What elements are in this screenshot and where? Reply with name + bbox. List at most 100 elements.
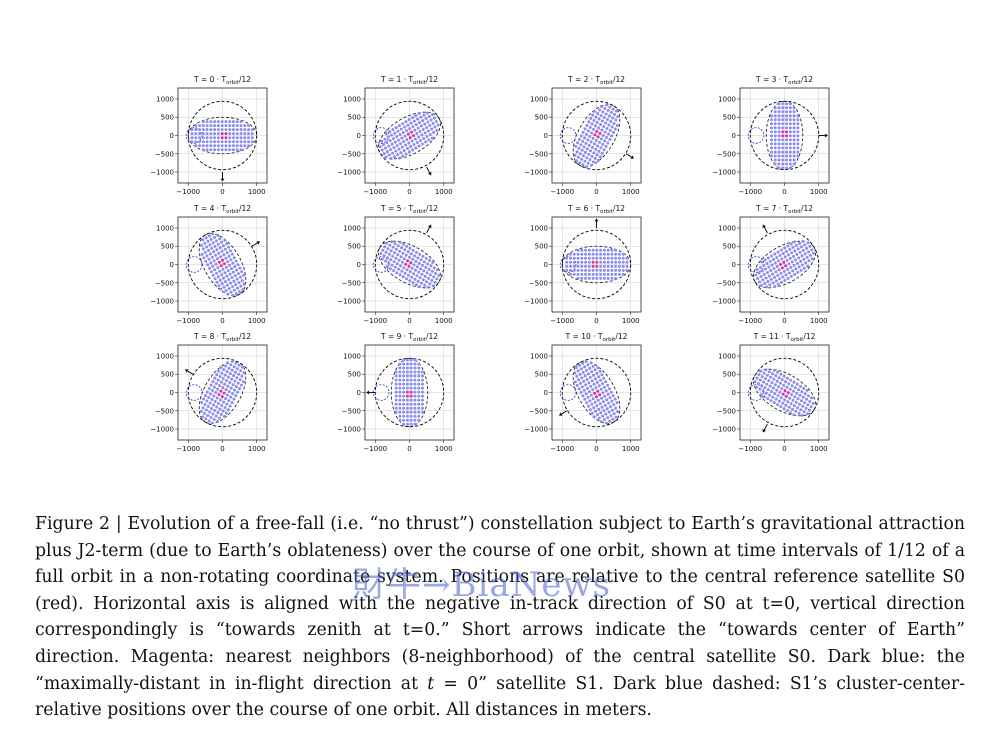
- satellite-dot: [213, 148, 217, 152]
- satellite-dot: [591, 136, 595, 140]
- satellite-dot: [581, 394, 585, 398]
- satellite-dot: [607, 410, 611, 414]
- satellite-dot: [590, 370, 594, 374]
- satellite-dot: [590, 411, 594, 415]
- satellite-dot: [792, 162, 796, 166]
- satellite-dot: [402, 418, 406, 422]
- satellite-dot: [769, 146, 773, 150]
- satellite-dot: [213, 235, 217, 239]
- satellite-dot: [239, 148, 243, 152]
- satellite-dot: [383, 137, 387, 141]
- satellite-dot: [588, 158, 592, 162]
- satellite-dot: [238, 387, 242, 391]
- satellite-dot: [785, 154, 789, 158]
- satellite-dot: [777, 130, 781, 134]
- satellite-dot: [581, 130, 585, 134]
- satellite-dot: [250, 128, 254, 132]
- satellite-dot: [228, 381, 232, 385]
- satellite-dot: [606, 416, 610, 420]
- satellite-dot: [227, 399, 231, 403]
- satellite-dot: [792, 154, 796, 158]
- satellite-dot: [764, 276, 768, 280]
- satellite-dot: [409, 410, 413, 414]
- satellite-dot: [226, 292, 230, 296]
- satellite-dot: [788, 106, 792, 110]
- satellite-dot: [588, 134, 592, 138]
- x-tick-label: −1000: [176, 188, 200, 196]
- satellite-dot: [247, 136, 251, 140]
- satellite-dot: [788, 102, 792, 106]
- satellite-dot: [599, 272, 603, 276]
- y-tick-label: −1000: [150, 426, 174, 434]
- satellite-dot: [228, 263, 232, 267]
- y-tick-label: 1000: [343, 95, 361, 103]
- satellite-dot: [782, 269, 786, 273]
- satellite-dot: [386, 135, 390, 139]
- satellite-dot: [427, 138, 431, 142]
- satellite-dot: [788, 387, 792, 391]
- satellite-dot: [223, 271, 227, 275]
- satellite-dot: [599, 146, 603, 150]
- satellite-dot: [395, 262, 399, 266]
- satellite-dot: [756, 382, 760, 386]
- satellite-dot: [606, 248, 610, 252]
- satellite-dot: [213, 136, 217, 140]
- satellite-dot: [773, 284, 777, 288]
- satellite-dot: [199, 409, 203, 413]
- satellite-dot: [417, 370, 421, 374]
- satellite-dot: [777, 110, 781, 114]
- satellite-dot: [414, 283, 418, 287]
- satellite-dot: [606, 260, 610, 264]
- satellite-dot: [216, 266, 220, 270]
- satellite-dot: [431, 122, 435, 126]
- satellite-dot: [212, 417, 216, 421]
- satellite-dot: [217, 416, 221, 420]
- satellite-dot: [598, 122, 602, 126]
- satellite-dot: [587, 120, 591, 124]
- satellite-dot: [416, 279, 420, 283]
- satellite-dot: [408, 127, 412, 131]
- satellite-dot: [243, 144, 247, 148]
- neighbor-satellite-dot: [781, 130, 785, 134]
- satellite-dot: [391, 128, 395, 132]
- satellite-dot: [802, 410, 806, 414]
- satellite-dot: [388, 243, 392, 247]
- neighbor-satellite-dot: [780, 266, 784, 270]
- satellite-dot: [429, 264, 433, 268]
- satellite-dot: [788, 110, 792, 114]
- constellation-outline: [187, 116, 258, 155]
- satellite-dot: [781, 154, 785, 158]
- satellite-dot: [600, 382, 604, 386]
- satellite-dot: [418, 130, 422, 134]
- satellite-dot: [414, 114, 418, 118]
- neighbor-satellite-dot: [219, 389, 223, 393]
- satellite-dot: [579, 390, 583, 394]
- satellite-dot: [788, 126, 792, 130]
- satellite-dot: [605, 103, 609, 107]
- satellite-dot: [413, 366, 417, 370]
- panel-title: T = 4 · Torbit/12: [193, 204, 251, 215]
- satellite-dot: [811, 401, 815, 405]
- s1-path-circle: [559, 127, 577, 144]
- satellite-dot: [611, 116, 615, 120]
- satellite-dot: [410, 275, 414, 279]
- satellite-dot: [795, 261, 799, 265]
- satellite-dot: [764, 391, 768, 395]
- satellite-dot: [802, 257, 806, 261]
- satellite-dot: [584, 272, 588, 276]
- satellite-dot: [190, 132, 194, 136]
- neighbor-satellite-dot: [406, 132, 410, 136]
- y-tick-label: 1000: [156, 224, 174, 232]
- satellite-dot: [214, 382, 218, 386]
- satellite-dot: [776, 250, 780, 254]
- satellite-dot: [223, 238, 227, 242]
- satellite-dot: [773, 142, 777, 146]
- satellite-dot: [610, 264, 614, 268]
- satellite-dot: [763, 377, 767, 381]
- satellite-dot: [797, 402, 801, 406]
- satellite-dot: [247, 144, 251, 148]
- satellite-dot: [205, 148, 209, 152]
- panel-title: T = 5 · Torbit/12: [380, 204, 438, 215]
